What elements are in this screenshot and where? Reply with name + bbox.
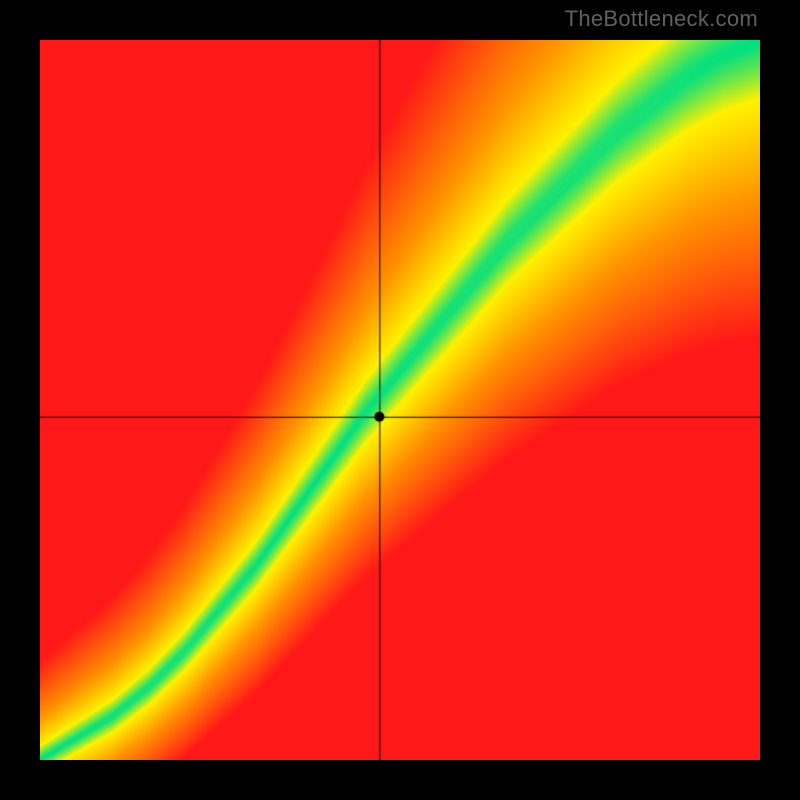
heatmap-canvas — [40, 40, 760, 760]
chart-container: TheBottleneck.com — [0, 0, 800, 800]
heatmap-plot — [40, 40, 760, 760]
watermark-text: TheBottleneck.com — [565, 6, 758, 32]
